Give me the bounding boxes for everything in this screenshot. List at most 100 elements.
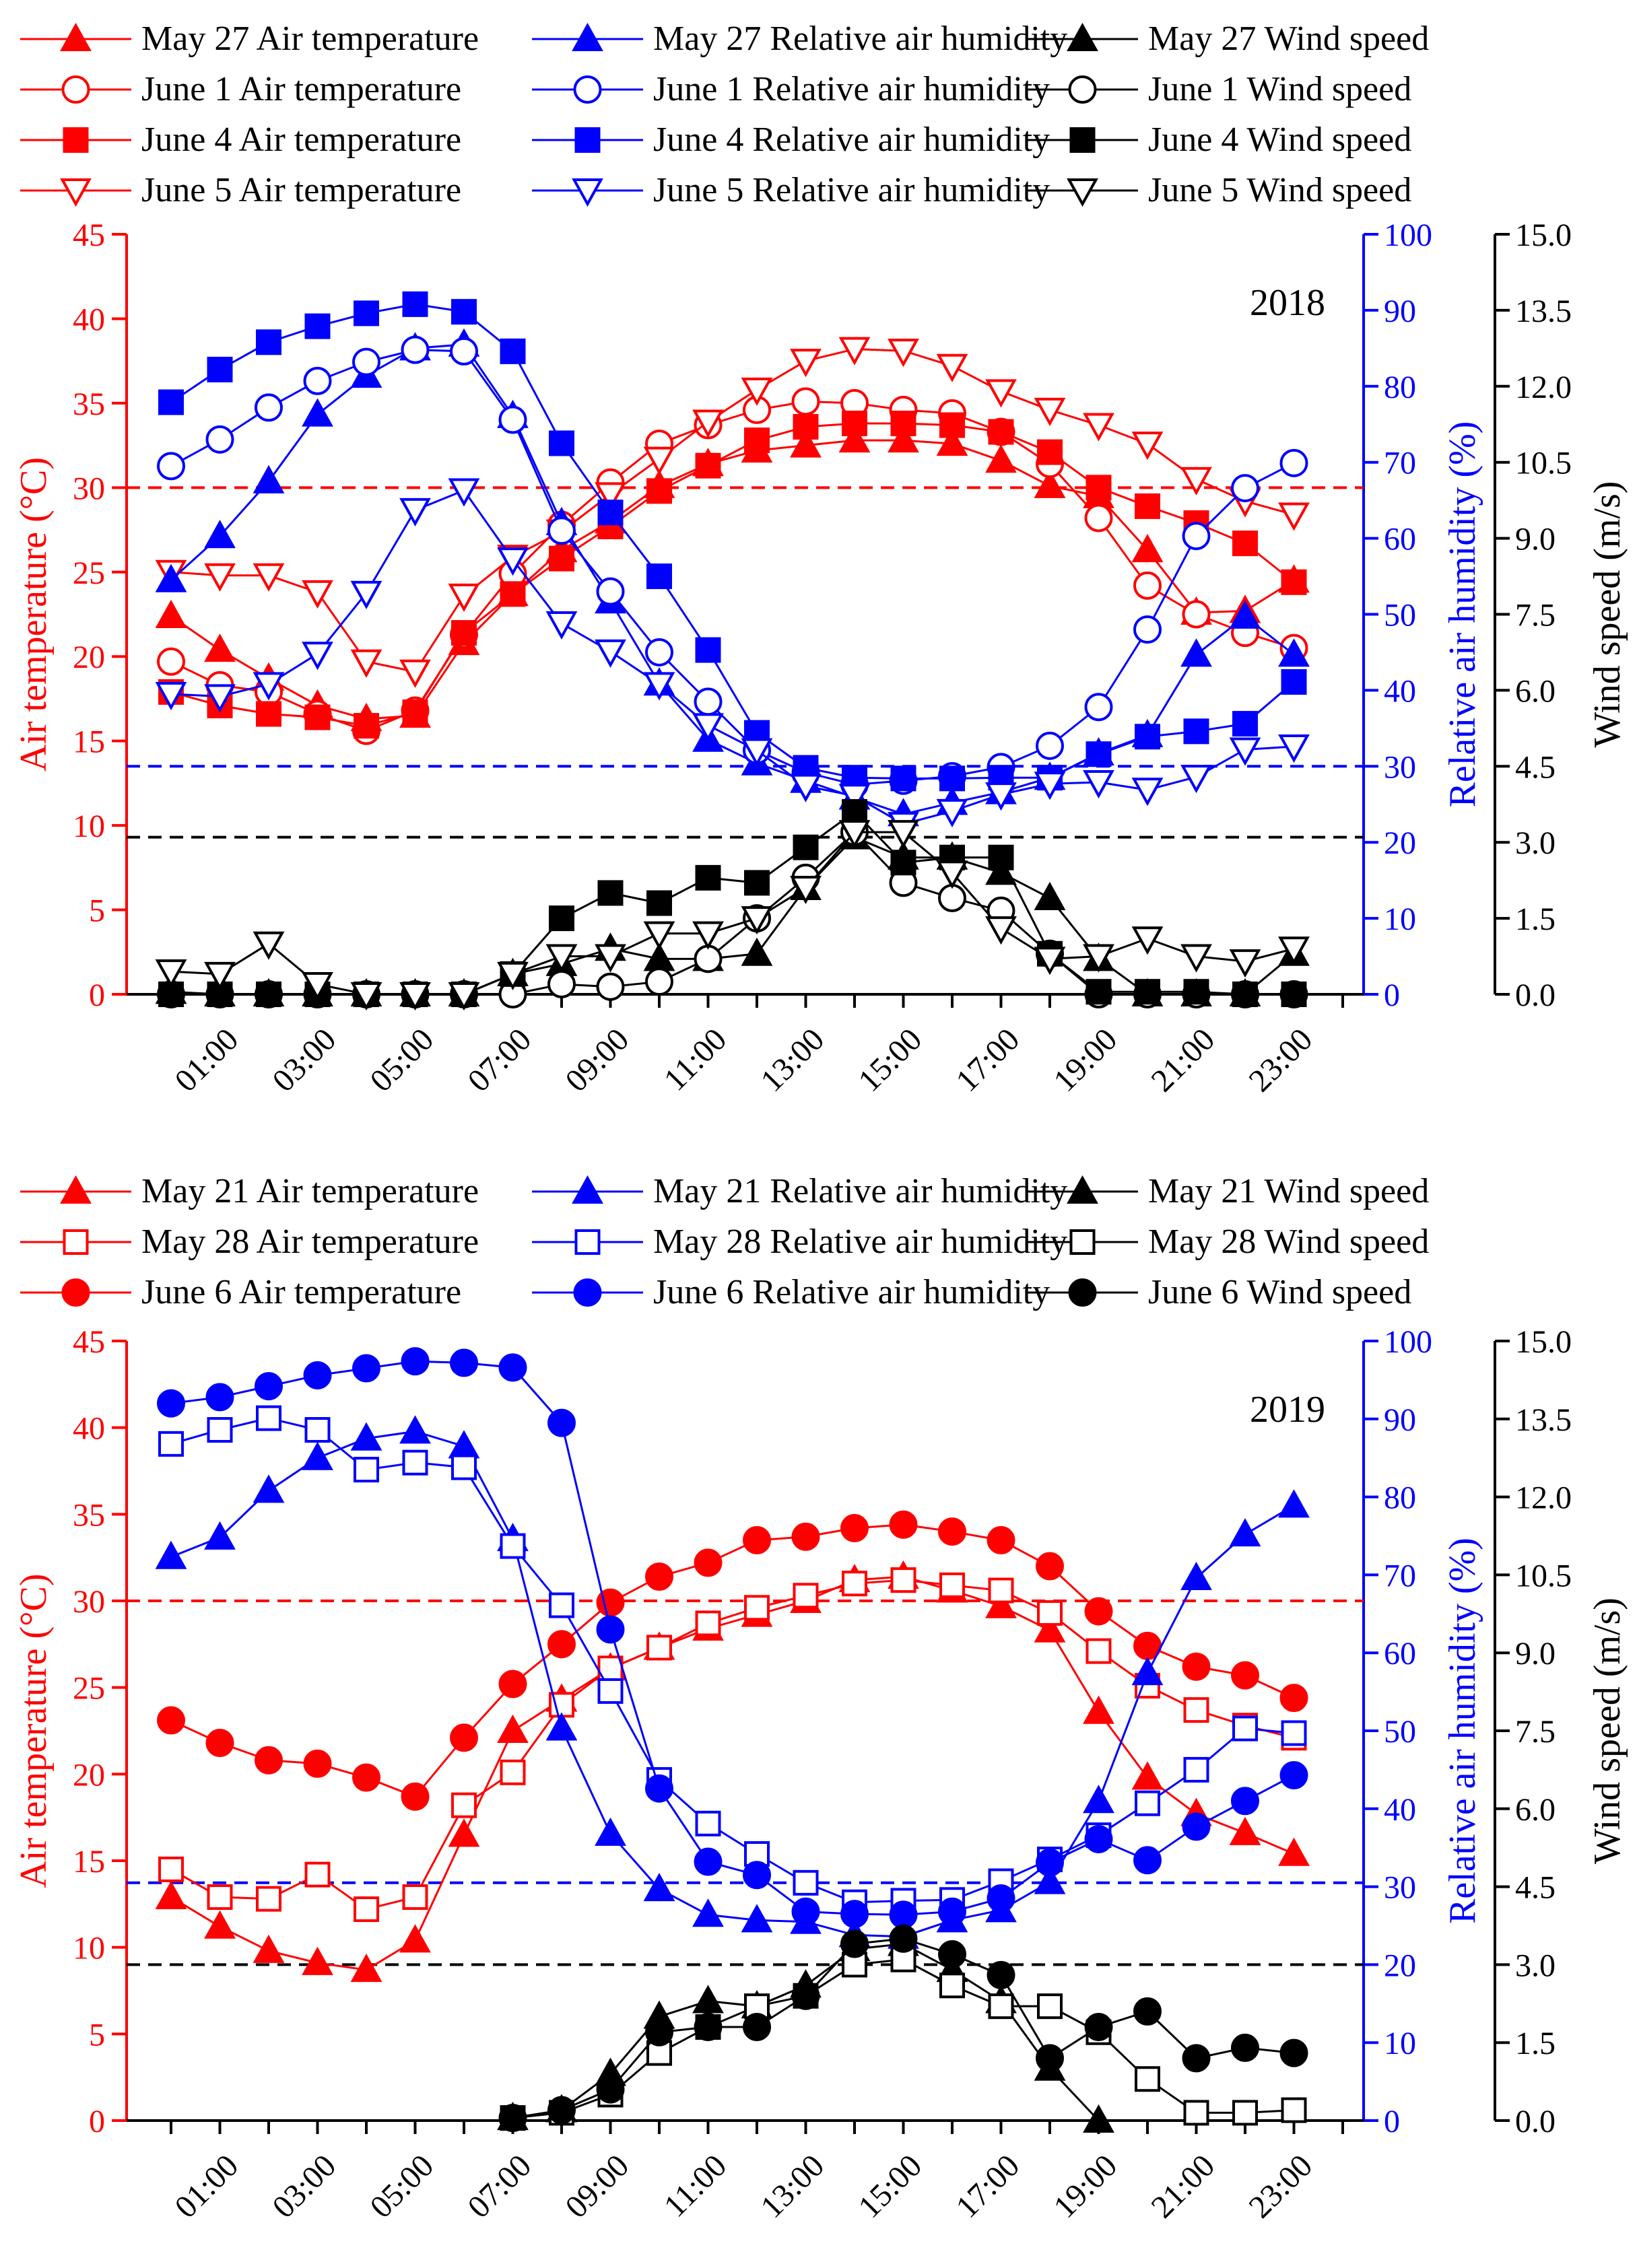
legend-label: May 21 Relative air humidity [653, 1172, 1067, 1210]
legend-marker [1069, 127, 1096, 153]
data-point [401, 1347, 430, 1376]
data-point [692, 713, 724, 742]
data-point [1231, 474, 1259, 503]
panel-2019: May 21 Air temperature May 21 Relative ai… [13, 1172, 1628, 2225]
data-point [448, 583, 480, 613]
data-point [695, 1810, 721, 1836]
legend-label: May 27 Air temperature [141, 20, 479, 58]
data-point [302, 642, 333, 671]
data-point [840, 1929, 869, 1958]
data-point [645, 2018, 673, 2047]
left-tick-label: 20 [73, 1757, 105, 1793]
data-point [1135, 493, 1160, 519]
data-point [207, 1417, 233, 1443]
data-point [889, 1924, 918, 1953]
wind-tick-label: 0.0 [1515, 2104, 1556, 2139]
data-point [255, 393, 283, 422]
data-point [888, 423, 919, 453]
data-point [1131, 534, 1164, 563]
data-point [205, 1383, 234, 1412]
left-axis-title: Air temperature (°C) [13, 1573, 55, 1888]
wind-tick-label: 10.5 [1515, 1558, 1572, 1593]
data-point [1231, 1787, 1259, 1816]
data-point [1131, 1657, 1164, 1686]
humidity-tick-label: 100 [1384, 217, 1432, 253]
data-point [1034, 881, 1066, 910]
data-point [985, 782, 1017, 811]
left-tick-label: 15 [73, 724, 105, 760]
data-point [936, 353, 968, 382]
data-point [1037, 1600, 1063, 1626]
data-point [354, 1457, 379, 1483]
data-point [1034, 469, 1066, 498]
data-point [985, 379, 1017, 408]
data-point [1034, 1865, 1066, 1894]
data-point [985, 444, 1017, 473]
data-point [741, 937, 773, 966]
data-point [155, 682, 187, 711]
series-may-27-air-temperature [155, 423, 1310, 732]
data-point [791, 1897, 820, 1926]
data-point [402, 699, 428, 726]
data-point [1133, 615, 1162, 644]
data-point [987, 1960, 1015, 1989]
humidity-tick-label: 90 [1384, 1402, 1416, 1438]
data-point [793, 1869, 819, 1896]
legend-marker [61, 1278, 90, 1307]
humidity-tick-label: 50 [1384, 1714, 1416, 1750]
x-tick-label: 05:00 [363, 2147, 440, 2225]
data-point [988, 1577, 1014, 1604]
data-point [791, 387, 820, 416]
data-point [157, 1389, 185, 1418]
data-point [304, 1861, 331, 1888]
data-point [643, 446, 675, 475]
humidity-axis-title: Relative air humidity (%) [1442, 1538, 1483, 1924]
data-point [500, 581, 526, 607]
left-tick-label: 10 [73, 1931, 105, 1966]
data-point [888, 820, 919, 849]
data-point [890, 850, 916, 876]
data-point [645, 1562, 673, 1591]
data-point [1034, 947, 1066, 975]
x-tick-label: 07:00 [461, 1021, 538, 1099]
data-point [1232, 982, 1258, 1007]
data-point [1182, 1652, 1211, 1681]
series-june-6-relative-air-humidity [157, 1347, 1308, 1929]
data-point [1180, 1561, 1212, 1591]
legend-marker [60, 1175, 92, 1204]
humidity-tick-label: 60 [1384, 522, 1416, 557]
data-point [549, 905, 574, 932]
data-point [402, 1449, 428, 1476]
wind-tick-label: 13.5 [1515, 1402, 1572, 1438]
data-point [1180, 944, 1212, 973]
series-june-6-wind-speed [498, 1924, 1308, 2133]
legend-item: May 27 Air temperature [20, 20, 479, 58]
series-line [170, 835, 1295, 996]
data-point [1183, 1697, 1209, 1723]
humidity-tick-label: 40 [1384, 673, 1416, 709]
data-point [498, 1353, 527, 1382]
wind-tick-label: 13.5 [1515, 294, 1572, 329]
wind-tick-label: 1.5 [1515, 2026, 1556, 2061]
data-point [204, 563, 236, 592]
x-tick-label: 17:00 [949, 2147, 1026, 2225]
legend-marker [61, 75, 90, 104]
wind-axis-title: Wind speed (m/s) [1586, 481, 1628, 748]
data-point [451, 299, 477, 325]
data-point [1084, 1597, 1113, 1626]
data-point [694, 2013, 723, 2042]
data-point [888, 339, 919, 368]
data-point [1036, 1552, 1064, 1581]
data-point [302, 398, 333, 427]
data-point [1036, 1848, 1064, 1877]
legend-marker [1067, 178, 1098, 207]
data-point [204, 520, 236, 549]
legend-marker [574, 127, 601, 153]
data-point [450, 1348, 478, 1377]
wind-tick-label: 7.5 [1515, 1714, 1556, 1750]
data-point [1279, 1761, 1308, 1790]
data-point [350, 982, 382, 1011]
data-point [253, 1934, 285, 1963]
data-point [741, 738, 773, 767]
